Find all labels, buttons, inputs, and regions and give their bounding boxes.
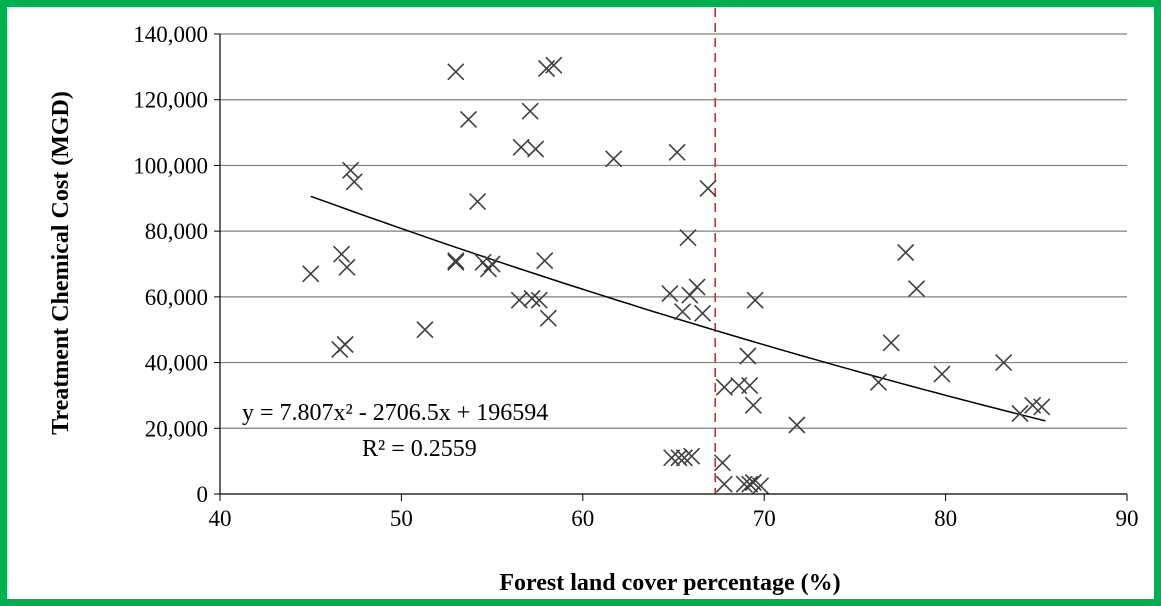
data-point [897,243,915,262]
data-point [995,354,1013,372]
data-point [908,280,926,298]
y-tick-label: 0 [197,482,209,507]
x-axis-label: Forest land cover percentage (%) [499,570,840,596]
data-point [663,449,681,467]
x-tick-label: 50 [390,506,413,531]
y-tick-label: 60,000 [145,285,208,310]
y-tick-label: 100,000 [133,153,208,178]
data-point [741,475,759,493]
data-point [744,396,762,414]
data-point [338,258,356,276]
y-tick-label: 120,000 [133,88,208,113]
data-point [675,449,693,467]
data-point [336,335,354,354]
data-point [679,229,697,247]
y-tick-labels: 0 20,000 40,000 60,000 80,000 100,000 120,000 1… [133,22,208,507]
data-point [459,110,478,128]
x-tick-label: 90 [1116,506,1139,531]
y-tick-label: 80,000 [145,219,208,244]
data-point [1011,404,1029,423]
data-point [512,138,530,156]
data-points [302,56,1051,495]
data-point [739,347,757,365]
y-axis-label: Treatment Chemical Cost (MGD) [48,91,74,435]
x-tick-label: 70 [753,506,776,531]
data-point [332,245,351,263]
data-point [869,373,888,391]
y-tick-label: 140,000 [133,22,208,47]
data-point [545,56,563,74]
trendline-layer [310,195,1046,422]
data-point [693,304,712,322]
data-point [345,173,363,191]
data-point [479,260,498,278]
x-tick-labels: 40 50 60 70 80 90 [209,506,1139,531]
data-point [527,140,545,158]
r-squared-label: R² = 0.2559 [362,436,477,462]
data-point [605,150,623,168]
data-point [752,477,770,495]
data-point [715,475,733,493]
data-point [1033,398,1051,416]
data-point [699,179,717,197]
x-tick-label: 60 [571,506,594,531]
data-point [746,291,764,309]
data-point [933,365,951,383]
data-point [668,143,686,161]
data-point [416,321,434,339]
data-point [342,161,360,179]
data-point [536,252,554,270]
data-point [683,447,701,465]
y-tick-label: 20,000 [145,416,208,441]
trendline [310,195,1046,422]
data-point [483,255,501,273]
data-point [661,285,679,303]
gridlines [214,33,1127,495]
y-tick-label: 40,000 [145,351,208,376]
data-point [447,253,465,271]
data-point [539,309,557,327]
data-point [447,63,465,81]
x-tick-label: 40 [209,506,232,531]
data-point [674,303,692,321]
data-point [469,193,487,211]
data-point [882,334,900,352]
data-point [788,416,806,434]
data-point [688,278,706,296]
data-point [302,265,320,283]
trendline-equation: y = 7.807x² - 2706.5x + 196594 [242,400,548,426]
data-point [715,378,733,396]
data-point [713,454,732,472]
x-tick-label: 80 [934,506,957,531]
axes [219,34,1128,501]
data-point [530,291,548,309]
data-point [521,102,539,120]
data-point [523,289,541,308]
data-point [741,377,759,395]
data-point [447,252,465,270]
